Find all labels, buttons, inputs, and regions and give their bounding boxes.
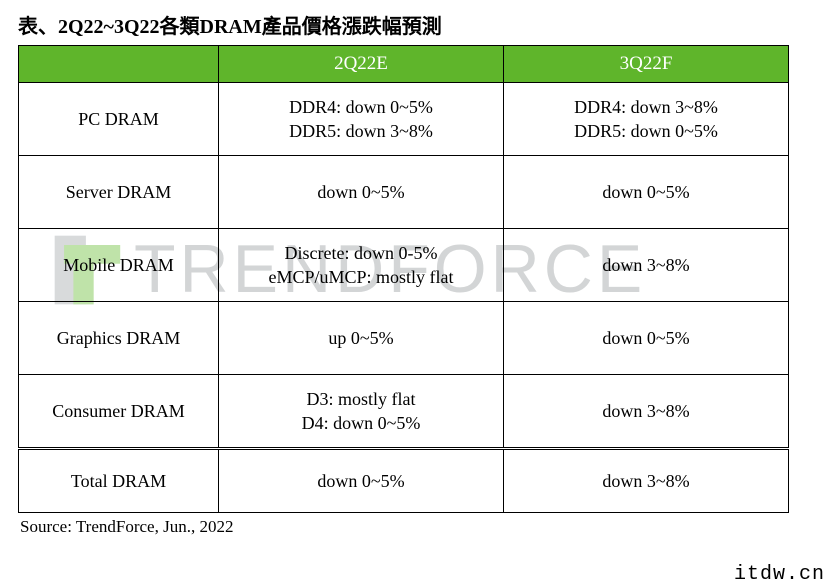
row-q2: DDR4: down 0~5%DDR5: down 3~8%: [219, 83, 504, 156]
row-q2: down 0~5%: [219, 156, 504, 229]
row-label: Mobile DRAM: [19, 229, 219, 302]
source-text: Source: TrendForce, Jun., 2022: [20, 517, 813, 537]
table-row: Graphics DRAM up 0~5% down 0~5%: [19, 302, 789, 375]
table-title: 表、2Q22~3Q22各類DRAM產品價格漲跌幅預測: [18, 10, 813, 39]
table-row: Mobile DRAM Discrete: down 0-5%eMCP/uMCP…: [19, 229, 789, 302]
table-total-row: Total DRAM down 0~5% down 3~8%: [19, 449, 789, 513]
row-q3: DDR4: down 3~8%DDR5: down 0~5%: [504, 83, 789, 156]
row-label: Server DRAM: [19, 156, 219, 229]
row-q3: down 0~5%: [504, 302, 789, 375]
total-q2: down 0~5%: [219, 449, 504, 513]
dram-forecast-table: 2Q22E 3Q22F PC DRAM DDR4: down 0~5%DDR5:…: [18, 45, 789, 513]
row-q3: down 3~8%: [504, 229, 789, 302]
table-row: PC DRAM DDR4: down 0~5%DDR5: down 3~8% D…: [19, 83, 789, 156]
row-label: Graphics DRAM: [19, 302, 219, 375]
corner-site-label: itdw.cn: [734, 563, 825, 586]
row-label: PC DRAM: [19, 83, 219, 156]
table-row: Server DRAM down 0~5% down 0~5%: [19, 156, 789, 229]
table-row: Consumer DRAM D3: mostly flatD4: down 0~…: [19, 375, 789, 449]
header-blank: [19, 46, 219, 83]
header-2q22e: 2Q22E: [219, 46, 504, 83]
table-header-row: 2Q22E 3Q22F: [19, 46, 789, 83]
row-q2: D3: mostly flatD4: down 0~5%: [219, 375, 504, 449]
header-3q22f: 3Q22F: [504, 46, 789, 83]
row-q2: up 0~5%: [219, 302, 504, 375]
row-q3: down 3~8%: [504, 375, 789, 449]
total-label: Total DRAM: [19, 449, 219, 513]
row-q3: down 0~5%: [504, 156, 789, 229]
row-q2: Discrete: down 0-5%eMCP/uMCP: mostly fla…: [219, 229, 504, 302]
row-label: Consumer DRAM: [19, 375, 219, 449]
total-q3: down 3~8%: [504, 449, 789, 513]
